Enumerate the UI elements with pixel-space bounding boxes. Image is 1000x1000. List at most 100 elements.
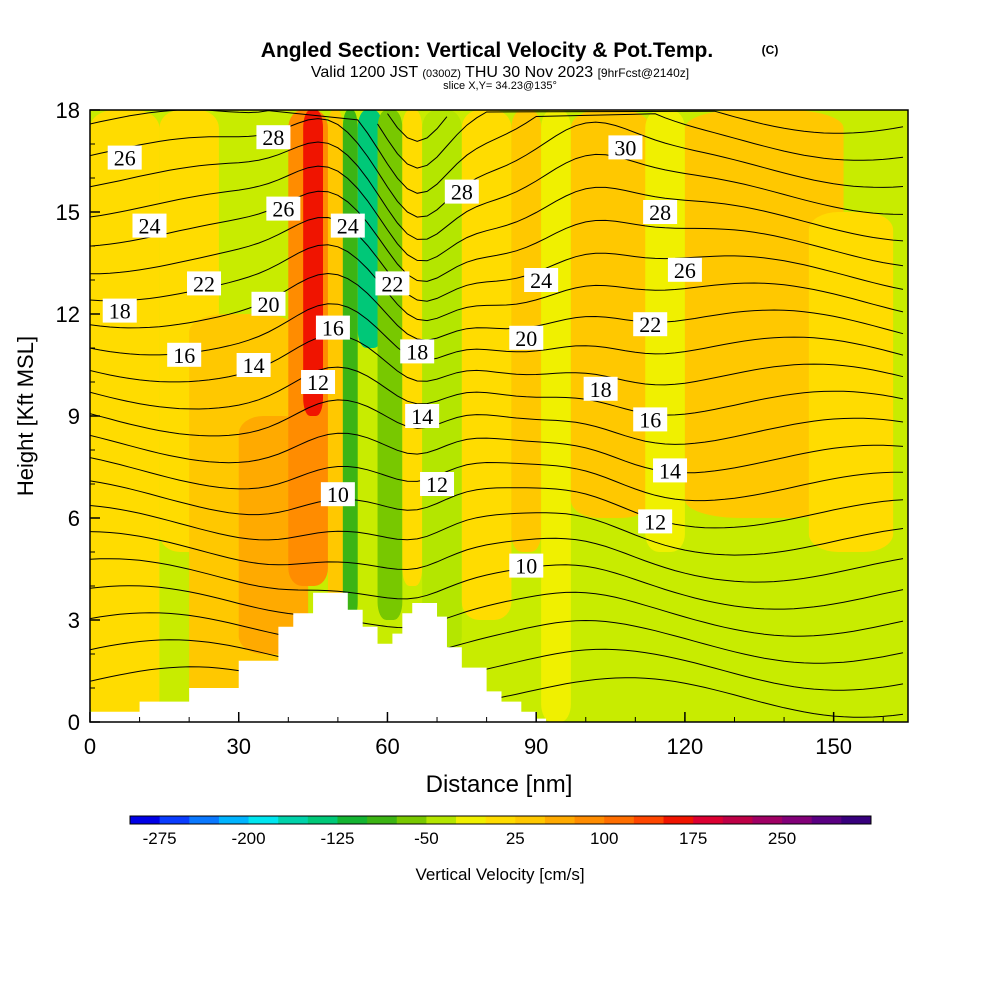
contour-label-text: 18 (590, 377, 612, 402)
y-tick-label: 0 (68, 710, 80, 735)
contour-label: 16 (633, 407, 668, 432)
colorbar-tick-label: -200 (232, 829, 266, 848)
contour-label-text: 20 (257, 292, 279, 317)
isentrope-line (90, 505, 904, 556)
slice-info: slice X,Y= 34.23@135° (443, 80, 557, 92)
plot-area: 26 28 30 24 26 28 28 24 22 22 24 26 18 20 16 22 20 16 14 18… (90, 110, 908, 722)
isentrope-line (90, 272, 904, 341)
colorbar-swatch (574, 816, 605, 824)
y-tick-label: 15 (56, 200, 80, 225)
contour-label: 16 (315, 315, 350, 341)
contour-label: 10 (320, 482, 355, 507)
isentrope-line (90, 244, 904, 322)
y-tick-label: 3 (68, 608, 80, 633)
x-tick-label: 0 (84, 734, 96, 759)
colorbar-swatch (633, 816, 664, 824)
isentrope-line (90, 531, 904, 583)
colorbar-swatch (752, 816, 783, 824)
contour-label-text: 14 (243, 353, 265, 378)
isentrope-line (90, 334, 904, 386)
isentrope-line (90, 432, 904, 474)
isentrope-line (90, 585, 904, 637)
contour-label-text: 12 (644, 509, 666, 534)
colorbar-swatch (544, 816, 575, 824)
chart-title: Angled Section: Vertical Velocity & Pot.… (261, 39, 713, 62)
colorbar-swatch (367, 816, 398, 824)
colorbar-tick-label: 250 (768, 829, 796, 848)
isentrope-line (90, 190, 904, 282)
contour-label: 22 (633, 312, 668, 337)
colorbar-swatch (841, 816, 872, 824)
theta-contour-labels: 26 28 30 24 26 28 28 24 22 22 24 26 18 20 16 22 20 16 14 18… (102, 125, 702, 579)
y-tick-label: 9 (68, 404, 80, 429)
valid-date: THU 30 Nov 2023 (465, 64, 593, 81)
y-axis-label: Height [Kft MSL] (13, 336, 38, 496)
isentrope-line (387, 113, 448, 142)
x-tick-label: 150 (815, 734, 852, 759)
colorbar-swatch (189, 816, 220, 824)
colorbar (129, 815, 872, 825)
valid-time: Valid 1200 JST (311, 64, 419, 81)
contour-label: 24 (330, 213, 365, 239)
theta-contours (90, 110, 904, 718)
contour-label: 24 (524, 268, 559, 293)
contour-label-text: 22 (639, 312, 661, 337)
isentrope-line (90, 558, 904, 610)
contour-label-text: 16 (173, 343, 195, 368)
velocity-band-6 (327, 110, 343, 620)
contour-label: 24 (132, 213, 167, 239)
colorbar-tick-label: 175 (679, 829, 707, 848)
colorbar-tick-label: -275 (143, 829, 177, 848)
colorbar-swatch (248, 816, 279, 824)
contour-label: 16 (167, 342, 202, 368)
isentrope-line (90, 303, 904, 361)
contour-label-text: 26 (272, 197, 294, 222)
contour-label-text: 26 (114, 146, 136, 171)
colorbar-tick-label: -50 (414, 829, 439, 848)
velocity-band-17 (684, 110, 844, 518)
contour-label-text: 24 (138, 214, 160, 239)
colorbar-tick-label: 25 (506, 829, 525, 848)
valid-time-line: Valid 1200 JST (0300Z) THU 30 Nov 2023 [… (311, 64, 689, 81)
isentrope-line (90, 612, 904, 664)
contour-label-text: 22 (193, 271, 215, 296)
contour-label: 18 (400, 339, 435, 364)
isentrope-line (90, 141, 904, 240)
colorbar-swatch (456, 816, 487, 824)
colorbar-swatch (278, 816, 309, 824)
y-tick-label: 18 (56, 98, 80, 123)
colorbar-tick-labels: -275 -200 -125 -50 25 100 175 250 (143, 829, 797, 848)
y-axis: 0 3 6 9 12 15 18 (56, 98, 100, 735)
x-tick-label: 90 (524, 734, 548, 759)
contour-label-text: 16 (639, 407, 661, 432)
colorbar-swatch (130, 816, 161, 824)
contour-label: 10 (509, 553, 544, 579)
isentrope-line (90, 118, 904, 218)
valid-zulu: (0300Z) (422, 68, 461, 80)
y-tick-label: 12 (56, 302, 80, 327)
contour-label: 26 (667, 257, 702, 283)
contour-label: 12 (638, 509, 673, 534)
isentrope-line (90, 165, 904, 262)
velocity-band-0 (90, 110, 160, 722)
velocity-band-18 (808, 212, 894, 552)
terrain (90, 592, 908, 722)
contour-label: 18 (583, 376, 618, 402)
contour-label-text: 28 (649, 200, 671, 225)
forecast-info: [9hrFcst@2140z] (598, 66, 690, 80)
contour-label-text: 14 (411, 404, 433, 429)
isentrope-line (90, 366, 904, 416)
isentrope-line (90, 399, 904, 445)
colorbar-swatch (159, 816, 190, 824)
colorbar-swatch (307, 816, 338, 824)
contour-label-text: 20 (515, 326, 537, 351)
contour-label: 14 (653, 458, 688, 483)
contour-label: 28 (444, 179, 479, 205)
contour-label: 18 (102, 298, 137, 324)
contour-label-text: 28 (262, 125, 284, 150)
colorbar-swatch (693, 816, 724, 824)
contour-label-text: 26 (674, 258, 696, 283)
colorbar-swatch (337, 816, 368, 824)
isentrope-line (90, 480, 904, 529)
colorbar-swatch (515, 816, 546, 824)
